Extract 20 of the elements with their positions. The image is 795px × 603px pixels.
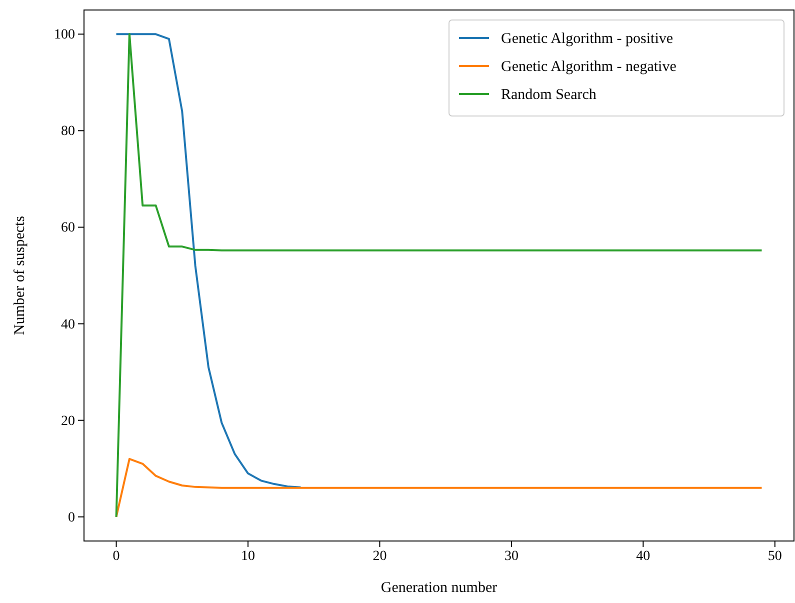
legend-label: Random Search	[501, 87, 597, 103]
legend-label: Genetic Algorithm - negative	[501, 59, 677, 75]
x-tick-label: 0	[112, 548, 120, 564]
line-series	[115, 33, 763, 518]
y-tick-label: 40	[61, 317, 75, 332]
legend-label: Genetic Algorithm - positive	[501, 31, 674, 47]
y-tick-label: 100	[54, 28, 75, 43]
x-tick-label: 40	[636, 548, 650, 564]
x-tick-label: 50	[768, 548, 782, 564]
line-series	[115, 33, 302, 488]
x-tick-label: 10	[241, 548, 255, 564]
y-tick-label: 80	[61, 124, 75, 140]
y-axis-title: Number of suspects	[12, 216, 28, 336]
x-axis-title: Generation number	[380, 580, 498, 596]
line-series	[115, 458, 763, 518]
y-tick-label: 60	[61, 220, 75, 236]
y-tick-label: 20	[61, 414, 75, 429]
y-tick-label: 0	[68, 510, 75, 526]
x-tick-label: 30	[504, 548, 518, 564]
x-tick-label: 20	[372, 548, 387, 564]
